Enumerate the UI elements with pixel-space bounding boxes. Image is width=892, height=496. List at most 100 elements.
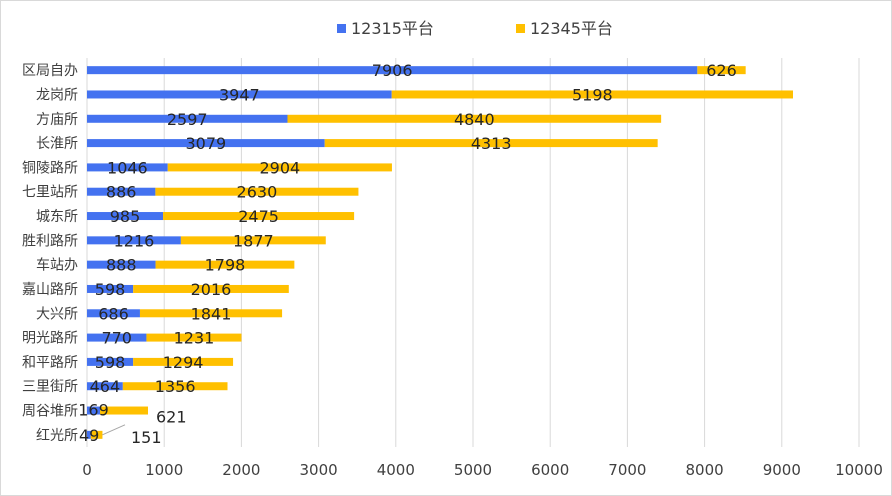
bar-12345-2 [287, 114, 662, 123]
x-tick-label-6: 6000 [531, 461, 569, 479]
data-label-12315-12: 598 [95, 353, 126, 372]
data-label-12345-6: 2475 [238, 207, 279, 226]
bar-12315-6 [87, 212, 164, 221]
data-label-12345-7: 1877 [233, 231, 274, 250]
x-tick-label-4: 4000 [377, 461, 415, 479]
data-label-12315-2: 2597 [167, 110, 208, 129]
category-label-13: 三里街所 [22, 379, 78, 395]
bar-12345-3 [324, 139, 658, 148]
bar-12315-0 [87, 66, 698, 75]
data-label-12345-2: 4840 [454, 110, 495, 129]
category-label-11: 明光路所 [22, 331, 78, 347]
bar-12345-14 [100, 406, 148, 415]
category-label-9: 嘉山路所 [22, 282, 78, 298]
leader-line-15 [102, 424, 126, 436]
data-label-12315-6: 985 [110, 207, 141, 226]
bar-12345-13 [122, 382, 228, 391]
bar-12345-9 [133, 284, 289, 293]
bar-12345-8 [155, 260, 295, 269]
category-label-15: 红光所 [36, 428, 78, 444]
data-label-12345-0: 626 [706, 61, 737, 80]
category-label-10: 大兴所 [36, 306, 78, 322]
bar-12315-8 [87, 260, 156, 269]
bar-12315-3 [87, 139, 325, 148]
category-label-2: 方庙所 [36, 112, 78, 128]
bar-12345-1 [391, 90, 793, 99]
category-label-14: 周谷堆所 [22, 404, 78, 420]
bar-12315-7 [87, 236, 181, 245]
data-label-12345-3: 4313 [471, 134, 512, 153]
bar-12315-5 [87, 187, 156, 196]
legend-swatch-0 [337, 24, 346, 33]
data-label-12345-12: 1294 [163, 353, 204, 372]
bar-12315-13 [87, 382, 123, 391]
category-label-0: 区局自办 [22, 63, 78, 79]
bar-12345-10 [139, 309, 283, 318]
category-label-1: 龙岗所 [36, 87, 78, 103]
x-tick-label-5: 5000 [454, 461, 492, 479]
bar-12315-1 [87, 90, 392, 99]
data-label-12345-15: 151 [131, 428, 162, 447]
data-label-12345-5: 2630 [237, 183, 278, 202]
bar-12345-0 [697, 66, 746, 75]
category-labels: 区局自办龙岗所方庙所长淮所铜陵路所七里站所城东所胜利路所车站办嘉山路所大兴所明光… [22, 63, 78, 444]
data-label-12315-1: 3947 [219, 85, 260, 104]
bar-12315-14 [87, 406, 101, 415]
bar-12315-4 [87, 163, 168, 172]
data-label-12315-9: 598 [95, 280, 126, 299]
legend: 12315平台 12345平台 [337, 19, 613, 38]
legend-label-1: 12345平台 [530, 19, 613, 38]
x-tick-label-0: 0 [82, 461, 92, 479]
data-label-12345-11: 1231 [174, 329, 215, 348]
bars [87, 66, 793, 439]
bar-12345-15 [90, 430, 103, 439]
bar-12315-2 [87, 114, 288, 123]
bar-12345-7 [180, 236, 326, 245]
data-label-12315-10: 686 [98, 304, 129, 323]
bar-12315-15 [87, 430, 91, 439]
bar-12345-12 [133, 357, 234, 366]
data-label-12315-13: 464 [90, 377, 121, 396]
data-label-12345-14: 621 [156, 408, 187, 427]
data-label-12315-15: 49 [79, 426, 99, 445]
data-label-12315-0: 7906 [372, 61, 413, 80]
data-label-12315-8: 888 [106, 256, 137, 275]
category-label-5: 七里站所 [22, 185, 78, 201]
x-tick-label-9: 9000 [763, 461, 801, 479]
x-tick-label-2: 2000 [222, 461, 260, 479]
bar-12345-5 [155, 187, 359, 196]
data-label-12345-13: 1356 [155, 377, 196, 396]
data-label-12345-9: 2016 [191, 280, 232, 299]
category-label-8: 车站办 [36, 257, 78, 274]
data-label-12315-7: 1216 [114, 231, 155, 250]
x-tick-label-10: 10000 [835, 461, 883, 479]
bar-12315-12 [87, 357, 134, 366]
category-label-7: 胜利路所 [22, 233, 78, 249]
data-label-12345-8: 1798 [205, 256, 246, 275]
data-label-12345-10: 1841 [191, 304, 232, 323]
x-tick-label-7: 7000 [608, 461, 646, 479]
bar-12345-4 [167, 163, 392, 172]
data-label-12315-4: 1046 [107, 158, 148, 177]
legend-swatch-1 [516, 24, 525, 33]
data-label-12315-11: 770 [101, 329, 132, 348]
x-tick-label-1: 1000 [145, 461, 183, 479]
data-labels: 7906 626 3947 5198 2597 4840 3079 4313 1046 2904 8… [78, 61, 737, 447]
category-label-3: 长淮所 [36, 136, 78, 152]
bar-12315-11 [87, 333, 147, 342]
data-label-12345-1: 5198 [572, 85, 613, 104]
x-tick-label-8: 8000 [686, 461, 724, 479]
bar-12315-9 [87, 284, 134, 293]
category-label-12: 和平路所 [22, 355, 78, 371]
bar-12345-11 [146, 333, 242, 342]
data-label-12315-14: 169 [78, 401, 109, 420]
category-label-4: 铜陵路所 [22, 160, 78, 176]
gridlines [86, 58, 860, 447]
category-label-6: 城东所 [36, 209, 78, 225]
data-label-12315-5: 886 [106, 183, 137, 202]
bar-12315-10 [87, 309, 140, 318]
legend-label-0: 12315平台 [351, 19, 434, 38]
data-label-12345-4: 2904 [259, 158, 300, 177]
